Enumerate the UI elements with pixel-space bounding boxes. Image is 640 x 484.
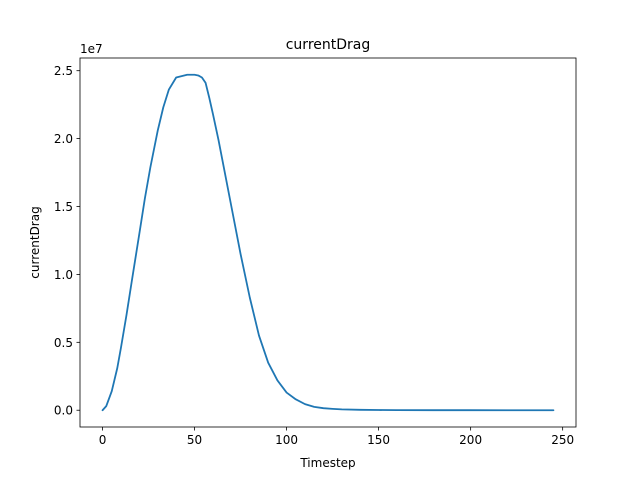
x-axis-label: Timestep	[299, 456, 355, 470]
x-tick-label: 250	[551, 433, 574, 447]
plot-area	[101, 73, 555, 412]
x-tick-label: 50	[187, 433, 202, 447]
x-tick-label: 150	[367, 433, 390, 447]
axes-frame	[79, 57, 577, 428]
y-axis: 0.0 0.5 1.0 1.5 2.0 2.5	[54, 64, 80, 418]
x-tick-label: 0	[99, 433, 107, 447]
chart-title: currentDrag	[286, 37, 371, 53]
x-tick-label: 100	[275, 433, 298, 447]
y-axis-label: currentDrag	[28, 206, 42, 278]
y-tick-label: 2.0	[54, 132, 73, 146]
series-line-0	[101, 73, 555, 412]
y-tick-label: 2.5	[54, 64, 73, 78]
x-axis: 0 50 100 150 200 250	[99, 427, 574, 447]
y-tick-label: 0.5	[54, 336, 73, 350]
y-tick-label: 1.0	[54, 268, 73, 282]
x-tick-label: 200	[459, 433, 482, 447]
y-axis-offset-text: 1e7	[80, 42, 103, 56]
y-tick-label: 0.0	[54, 404, 73, 418]
y-tick-label: 1.5	[54, 200, 73, 214]
